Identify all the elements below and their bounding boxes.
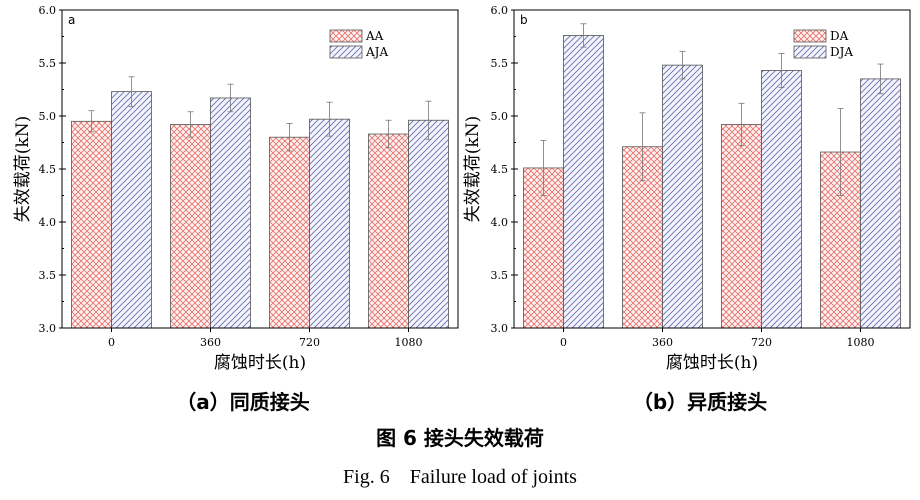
bar-AA-360 xyxy=(170,124,211,329)
subfigure-caption-b: （b）异质接头 xyxy=(632,390,768,414)
y-tick-label: 4.0 xyxy=(39,216,57,229)
chart-panel-b: 3.0 3.5 4.0 4.5 5.0 5.5 6.0 0 360 720 1080 腐蚀时长(h) 失… xyxy=(463,4,911,373)
y-tick-label: 3.5 xyxy=(491,269,509,282)
bar-DJA-1080 xyxy=(860,78,901,329)
y-tick-label: 5.0 xyxy=(491,110,509,123)
bar-AA-0 xyxy=(71,120,112,329)
legend-swatch-DJA xyxy=(793,45,827,59)
y-tick-label: 4.0 xyxy=(491,216,509,229)
y-tick-label: 3.0 xyxy=(39,322,57,335)
x-tick-label: 360 xyxy=(200,336,221,349)
bar-AJA-360 xyxy=(210,97,251,329)
panel-label: a xyxy=(68,13,75,27)
y-axis-title: 失效载荷(kN) xyxy=(463,116,483,222)
bar-AA-1080 xyxy=(368,133,409,329)
legend-swatch-AJA xyxy=(329,45,363,59)
bar-DJA-0 xyxy=(563,35,604,329)
y-tick-label: 5.5 xyxy=(39,57,57,70)
legend-label-DA: DA xyxy=(830,29,849,43)
bar-DJA-720 xyxy=(761,70,802,329)
bar-DA-720 xyxy=(721,124,762,329)
x-tick-label: 720 xyxy=(299,336,320,349)
legend-label-DJA: DJA xyxy=(830,45,853,59)
x-axis-title: 腐蚀时长(h) xyxy=(214,353,306,373)
x-tick-label: 1080 xyxy=(395,336,423,349)
chart-panel-a: 3.0 3.5 4.0 4.5 5.0 5.5 6.0 0 360 720 1080 腐蚀时长(h) 失… xyxy=(13,4,459,373)
figure-caption-english: Fig. 6 Failure load of joints xyxy=(343,466,577,488)
bar-AA-720 xyxy=(269,136,310,329)
bar-DJA-360 xyxy=(662,64,703,329)
y-tick-label: 3.0 xyxy=(491,322,509,335)
x-tick-label: 0 xyxy=(560,336,567,349)
y-tick-label: 6.0 xyxy=(491,4,509,17)
y-tick-label: 4.5 xyxy=(491,163,509,176)
bar-AJA-1080 xyxy=(408,119,449,329)
figure-caption-chinese: 图 6 接头失效载荷 xyxy=(376,426,544,450)
x-tick-label: 1080 xyxy=(847,336,875,349)
x-tick-label: 0 xyxy=(108,336,115,349)
legend-label-AA: AA xyxy=(365,29,384,43)
legend-swatch-AA xyxy=(329,29,363,43)
subfigure-caption-a: （a）同质接头 xyxy=(176,390,310,414)
figure-canvas: 3.0 3.5 4.0 4.5 5.0 5.5 6.0 0 360 720 1080 腐蚀时长(h) 失… xyxy=(13,4,911,373)
legend-label-AJA: AJA xyxy=(365,45,388,59)
y-axis-title: 失效载荷(kN) xyxy=(13,116,33,222)
bar-AJA-720 xyxy=(309,118,350,329)
x-tick-label: 360 xyxy=(652,336,673,349)
y-tick-label: 6.0 xyxy=(39,4,57,17)
bar-AJA-0 xyxy=(111,91,152,329)
y-tick-label: 3.5 xyxy=(39,269,57,282)
y-tick-label: 5.5 xyxy=(491,57,509,70)
x-axis-title: 腐蚀时长(h) xyxy=(666,353,758,373)
panel-label: b xyxy=(520,13,528,27)
y-tick-label: 5.0 xyxy=(39,110,57,123)
x-tick-label: 720 xyxy=(751,336,772,349)
legend-swatch-DA xyxy=(793,29,827,43)
y-tick-label: 4.5 xyxy=(39,163,57,176)
